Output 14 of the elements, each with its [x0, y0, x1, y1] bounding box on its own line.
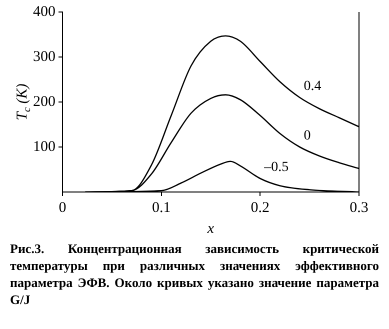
x-tick-label: 0.2 — [250, 200, 270, 216]
x-axis-title: x — [206, 220, 214, 237]
y-axis-title: Tc (K) — [14, 84, 33, 120]
y-tick-label: 300 — [33, 48, 56, 65]
y-tick-label: 100 — [33, 138, 56, 155]
series-label: –0.5 — [263, 160, 289, 176]
x-tick-label: 0 — [58, 200, 66, 216]
series-label: 0 — [304, 128, 311, 144]
y-tick-label: 400 — [33, 4, 56, 20]
x-tick-label: 0.3 — [350, 200, 368, 216]
x-tick-label: 0.1 — [152, 200, 171, 216]
text: Рис.3. Концентрационная зависимость критической температуры при различных значениях эффективного параметра ЭФВ. Около кривых указано значение параметра G/J — [9, 240, 380, 308]
y-tick-label: 200 — [33, 94, 56, 110]
series-label: 0.4 — [304, 79, 322, 94]
